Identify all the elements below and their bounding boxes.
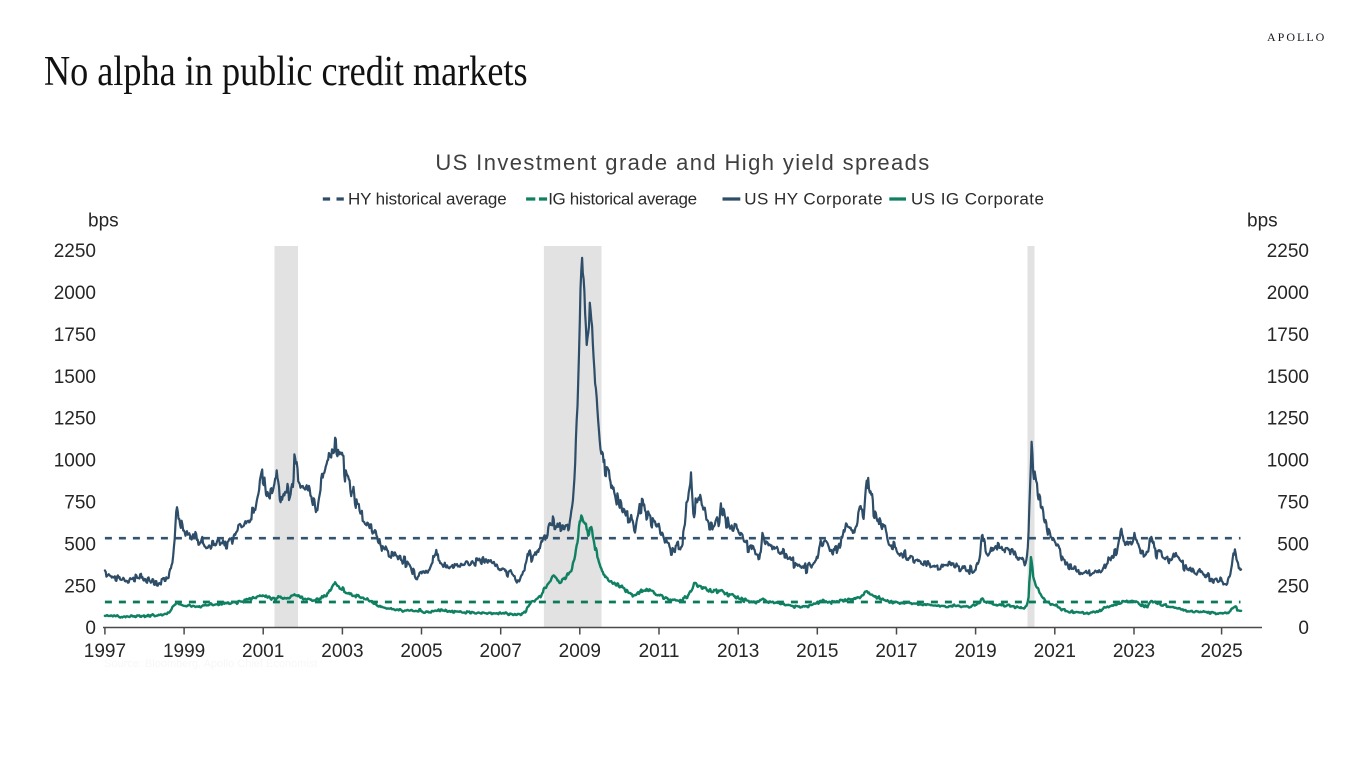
svg-text:IG historical average: IG historical average — [548, 190, 697, 209]
svg-text:bps: bps — [88, 211, 119, 232]
svg-text:1999: 1999 — [163, 641, 205, 662]
svg-text:250: 250 — [64, 576, 96, 597]
svg-text:0: 0 — [1298, 618, 1309, 639]
svg-text:bps: bps — [1247, 211, 1278, 232]
svg-text:2021: 2021 — [1034, 641, 1076, 662]
svg-text:2015: 2015 — [796, 641, 838, 662]
svg-text:2000: 2000 — [1267, 283, 1309, 304]
svg-text:1997: 1997 — [84, 641, 126, 662]
svg-text:2001: 2001 — [242, 641, 284, 662]
svg-text:2009: 2009 — [559, 641, 601, 662]
svg-text:2017: 2017 — [875, 641, 917, 662]
svg-text:750: 750 — [1277, 493, 1309, 514]
svg-text:2000: 2000 — [54, 283, 96, 304]
svg-text:250: 250 — [1277, 576, 1309, 597]
svg-text:500: 500 — [1277, 534, 1309, 555]
svg-text:1250: 1250 — [1267, 409, 1309, 430]
svg-text:2250: 2250 — [1267, 241, 1309, 262]
svg-text:1750: 1750 — [54, 325, 96, 346]
svg-text:1500: 1500 — [1267, 367, 1309, 388]
svg-text:2013: 2013 — [717, 641, 759, 662]
svg-text:0: 0 — [85, 618, 96, 639]
svg-text:750: 750 — [64, 493, 96, 514]
svg-text:2007: 2007 — [480, 641, 522, 662]
svg-text:2023: 2023 — [1113, 641, 1155, 662]
svg-text:2005: 2005 — [400, 641, 442, 662]
svg-text:1750: 1750 — [1267, 325, 1309, 346]
svg-text:2250: 2250 — [54, 241, 96, 262]
svg-text:1250: 1250 — [54, 409, 96, 430]
svg-text:US IG Corporate: US IG Corporate — [911, 190, 1044, 209]
svg-text:2011: 2011 — [639, 641, 680, 662]
svg-text:1500: 1500 — [54, 367, 96, 388]
svg-text:2019: 2019 — [954, 641, 996, 662]
svg-text:2003: 2003 — [321, 641, 363, 662]
svg-text:500: 500 — [64, 534, 96, 555]
svg-text:1000: 1000 — [1267, 451, 1309, 472]
svg-text:US HY Corporate: US HY Corporate — [744, 190, 883, 209]
svg-text:1000: 1000 — [54, 451, 96, 472]
svg-text:2025: 2025 — [1200, 641, 1242, 662]
svg-text:HY historical average: HY historical average — [348, 190, 507, 209]
